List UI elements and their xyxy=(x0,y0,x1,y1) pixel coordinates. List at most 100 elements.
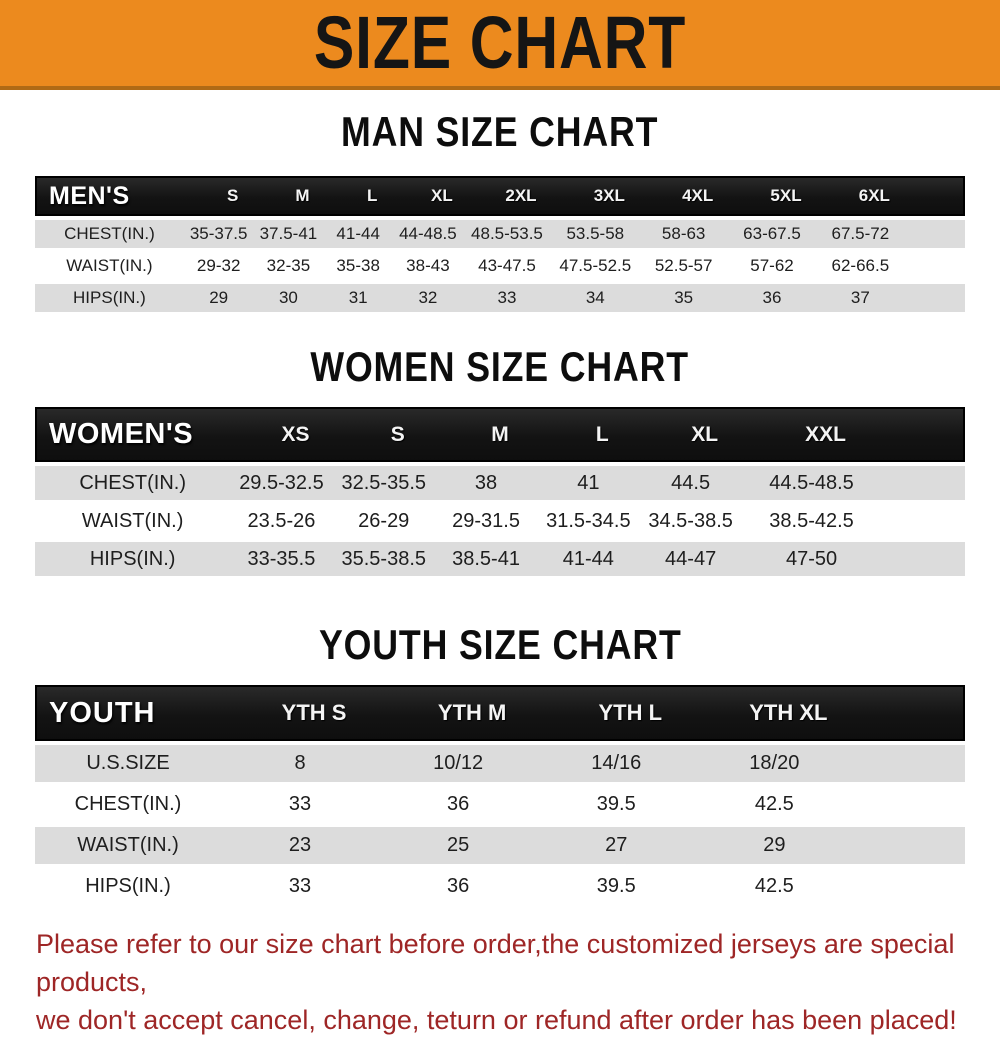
youth-hips-row: HIPS(IN.) 33 36 39.5 42.5 xyxy=(35,868,965,905)
women-header-label: WOMEN'S xyxy=(49,418,194,450)
table-cell: 41-44 xyxy=(562,547,614,570)
men-size-5xl: 5XL xyxy=(770,186,802,205)
youth-ussize-row: U.S.SIZE 8 10/12 14/16 18/20 xyxy=(35,745,965,782)
men-size-3xl: 3XL xyxy=(593,186,625,205)
table-cell: 29 xyxy=(763,834,786,856)
spacer xyxy=(853,868,965,905)
table-cell: 38.5-42.5 xyxy=(769,509,854,532)
men-size-m: M xyxy=(295,186,310,205)
table-cell: 38.5-41 xyxy=(452,547,520,570)
table-cell: 23.5-26 xyxy=(247,509,316,532)
table-cell: 43-47.5 xyxy=(478,256,536,275)
row-label: HIPS(IN.) xyxy=(89,547,176,570)
table-cell: 32 xyxy=(418,288,438,307)
row-label: WAIST(IN.) xyxy=(81,509,184,532)
table-cell: 35-38 xyxy=(336,256,380,275)
youth-size-table: YOUTH YTH S YTH M YTH L YTH XL U.S.SIZE … xyxy=(35,685,965,905)
youth-size-xl: YTH XL xyxy=(749,700,828,725)
table-cell: 58-63 xyxy=(661,224,706,243)
youth-header-row: YOUTH YTH S YTH M YTH L YTH XL xyxy=(35,685,965,741)
youth-size-s: YTH S xyxy=(281,700,347,725)
table-cell: 18/20 xyxy=(749,752,800,774)
spacer xyxy=(919,176,965,216)
men-size-table: MEN'S S M L XL 2XL 3XL 4XL 5XL 6XL CHEST… xyxy=(35,176,965,312)
table-cell: 30 xyxy=(278,288,298,307)
disclaimer-line-1: Please refer to our size chart before or… xyxy=(36,929,955,997)
women-size-l: L xyxy=(595,422,609,446)
table-cell: 36 xyxy=(447,793,470,815)
men-header-label: MEN'S xyxy=(49,181,130,210)
disclaimer-text: Please refer to our size chart before or… xyxy=(36,925,966,1039)
youth-waist-row: WAIST(IN.) 23 25 27 29 xyxy=(35,827,965,864)
table-cell: 57-62 xyxy=(750,256,794,275)
table-cell: 44-48.5 xyxy=(399,224,457,243)
women-size-m: M xyxy=(491,422,509,446)
row-label: U.S.SIZE xyxy=(86,752,170,774)
women-chest-row: CHEST(IN.) 29.5-32.5 32.5-35.5 38 41 44.… xyxy=(35,466,965,500)
table-cell: 10/12 xyxy=(433,752,484,774)
table-cell: 48.5-53.5 xyxy=(471,224,543,243)
row-label: HIPS(IN.) xyxy=(73,288,146,307)
man-size-chart-heading: MAN SIZE CHART xyxy=(341,108,659,155)
table-cell: 52.5-57 xyxy=(654,256,713,275)
women-size-xs: XS xyxy=(281,422,310,446)
table-cell: 34 xyxy=(585,288,605,307)
men-size-xl: XL xyxy=(431,186,453,205)
row-label: CHEST(IN.) xyxy=(79,471,186,494)
table-cell: 47.5-52.5 xyxy=(559,256,632,275)
table-cell: 62-66.5 xyxy=(831,256,890,275)
table-cell: 35 xyxy=(674,288,694,307)
women-size-xl: XL xyxy=(691,422,719,446)
table-cell: 38 xyxy=(474,471,498,494)
women-size-table: WOMEN'S XS S M L XL XXL CHEST(IN.) 29.5-… xyxy=(35,407,965,576)
women-hips-row: HIPS(IN.) 33-35.5 35.5-38.5 38.5-41 41-4… xyxy=(35,542,965,576)
table-cell: 29 xyxy=(209,288,229,307)
men-chest-row: CHEST(IN.) 35-37.5 37.5-41 41-44 44-48.5… xyxy=(35,220,965,248)
spacer xyxy=(853,745,965,782)
women-size-xxl: XXL xyxy=(805,422,846,446)
table-cell: 29-31.5 xyxy=(452,509,520,532)
row-label: WAIST(IN.) xyxy=(66,256,153,275)
table-cell: 47-50 xyxy=(785,547,838,570)
spacer xyxy=(905,220,965,248)
spacer xyxy=(853,827,965,864)
table-cell: 31 xyxy=(348,288,368,307)
banner-title: SIZE CHART xyxy=(313,1,687,84)
table-cell: 36 xyxy=(447,875,470,897)
table-cell: 33-35.5 xyxy=(247,547,316,570)
table-cell: 53.5-58 xyxy=(566,224,625,243)
table-cell: 39.5 xyxy=(596,875,636,897)
spacer xyxy=(881,542,965,576)
table-cell: 35-37.5 xyxy=(189,224,248,243)
table-cell: 38-43 xyxy=(406,256,450,275)
spacer xyxy=(867,685,965,741)
table-cell: 63-67.5 xyxy=(743,224,801,243)
row-label: WAIST(IN.) xyxy=(77,834,179,856)
spacer xyxy=(895,407,965,462)
disclaimer-line-2: we don't accept cancel, change, teturn o… xyxy=(36,1005,957,1035)
table-cell: 36 xyxy=(762,288,782,307)
women-waist-row: WAIST(IN.) 23.5-26 26-29 29-31.5 31.5-34… xyxy=(35,504,965,538)
table-cell: 42.5 xyxy=(754,793,794,815)
table-cell: 31.5-34.5 xyxy=(546,509,631,532)
table-cell: 33 xyxy=(288,875,312,897)
men-size-4xl: 4XL xyxy=(682,186,714,205)
table-cell: 44.5 xyxy=(671,471,711,494)
table-cell: 25 xyxy=(447,834,470,856)
spacer xyxy=(881,466,965,500)
table-cell: 8 xyxy=(294,752,306,774)
youth-size-chart-heading: YOUTH SIZE CHART xyxy=(318,621,682,668)
table-cell: 39.5 xyxy=(596,793,636,815)
table-cell: 42.5 xyxy=(754,875,794,897)
spacer xyxy=(853,786,965,823)
table-cell: 44-47 xyxy=(665,547,717,570)
men-hips-row: HIPS(IN.) 29 30 31 32 33 34 35 36 37 xyxy=(35,284,965,312)
table-cell: 29.5-32.5 xyxy=(239,471,324,494)
table-cell: 32-35 xyxy=(266,256,311,275)
youth-chest-row: CHEST(IN.) 33 36 39.5 42.5 xyxy=(35,786,965,823)
spacer xyxy=(881,504,965,538)
table-cell: 26-29 xyxy=(358,509,410,532)
table-cell: 41-44 xyxy=(336,224,380,243)
table-cell: 27 xyxy=(605,834,628,856)
women-size-chart-heading: WOMEN SIZE CHART xyxy=(310,343,690,390)
